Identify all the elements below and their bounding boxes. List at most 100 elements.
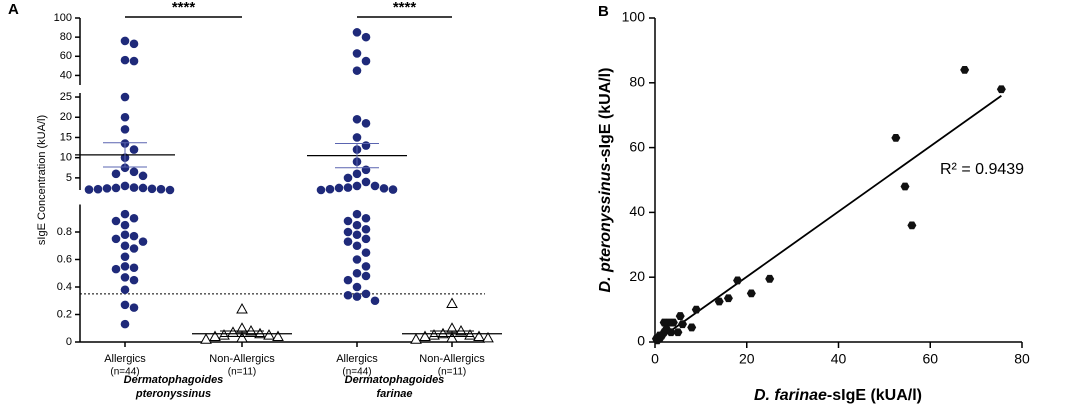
data-point xyxy=(361,119,371,128)
sem-bar xyxy=(335,143,379,169)
category-label: Allergics xyxy=(104,353,146,365)
data-point xyxy=(236,331,248,343)
data-point xyxy=(361,177,371,187)
y-tick-label: 0 xyxy=(66,336,72,348)
fit-line xyxy=(654,95,1002,343)
data-point xyxy=(352,230,362,240)
data-point xyxy=(446,297,458,308)
data-point xyxy=(673,328,683,337)
n-label: (n=44) xyxy=(342,367,371,378)
data-point xyxy=(129,183,139,192)
data-point xyxy=(227,326,239,337)
data-point xyxy=(120,125,130,134)
data-point xyxy=(361,32,371,42)
data-point xyxy=(111,234,121,244)
data-point xyxy=(352,49,362,58)
category-label: Non-Allergics xyxy=(209,353,275,365)
data-point xyxy=(370,181,380,191)
data-point xyxy=(723,294,733,303)
panel-letter: A xyxy=(8,1,19,18)
data-point xyxy=(263,329,275,340)
y-tick-label: 20 xyxy=(629,268,645,284)
y-tick-label: 10 xyxy=(60,152,72,164)
data-point xyxy=(352,28,362,37)
data-point xyxy=(352,255,362,264)
x-tick-label: 80 xyxy=(1014,351,1030,367)
data-point xyxy=(960,65,970,74)
data-point xyxy=(120,300,130,310)
n-label: (n=44) xyxy=(110,367,139,378)
data-point xyxy=(343,275,353,285)
data-point xyxy=(129,56,139,66)
data-point xyxy=(651,334,661,343)
data-point xyxy=(165,185,175,195)
data-point xyxy=(138,183,148,193)
sem-bar xyxy=(103,142,147,168)
data-point xyxy=(996,85,1006,94)
data-point xyxy=(352,114,362,124)
data-point xyxy=(343,227,353,237)
data-point xyxy=(236,302,248,314)
x-tick-label: 0 xyxy=(651,351,659,367)
y-tick-label: 15 xyxy=(60,131,72,143)
category-label: Allergics xyxy=(336,353,378,365)
data-point xyxy=(120,230,130,240)
data-point xyxy=(129,263,139,273)
data-point xyxy=(482,331,494,343)
data-point xyxy=(325,184,335,194)
data-point xyxy=(129,213,139,223)
data-point xyxy=(678,320,688,329)
data-point xyxy=(120,252,130,262)
data-point xyxy=(84,185,94,194)
data-point xyxy=(361,165,371,175)
data-point xyxy=(111,169,121,179)
data-point xyxy=(120,209,130,219)
data-point xyxy=(129,303,139,312)
data-point xyxy=(352,66,362,75)
data-point xyxy=(765,274,775,283)
data-point xyxy=(138,237,148,246)
y-tick-label: 0.6 xyxy=(57,253,72,265)
allergen-label: farinae xyxy=(376,388,412,400)
x-tick-label: 40 xyxy=(831,351,847,367)
data-point xyxy=(120,220,130,230)
data-point xyxy=(352,282,362,292)
data-point xyxy=(120,55,130,65)
data-point xyxy=(343,173,353,183)
y-tick-label: 0.4 xyxy=(57,281,72,293)
data-point xyxy=(129,275,139,285)
data-point xyxy=(410,333,422,344)
data-point xyxy=(120,285,130,295)
x-tick-label: 20 xyxy=(739,351,755,367)
data-point xyxy=(129,39,139,49)
data-point xyxy=(473,330,485,341)
data-point xyxy=(714,297,724,306)
sem-bar xyxy=(430,330,474,337)
y-tick-label: 40 xyxy=(60,69,72,81)
data-point xyxy=(120,163,130,173)
data-point xyxy=(102,184,112,193)
y-tick-label: 100 xyxy=(54,12,72,24)
data-point xyxy=(120,262,130,271)
data-point xyxy=(343,183,353,192)
data-point xyxy=(675,312,685,320)
data-point xyxy=(388,185,398,194)
y-tick-label: 0.8 xyxy=(57,226,72,238)
panel-letter: B xyxy=(598,3,609,20)
data-point xyxy=(120,319,130,329)
data-point xyxy=(361,289,371,299)
data-point xyxy=(129,231,139,241)
data-point xyxy=(446,331,458,343)
data-point xyxy=(352,181,362,191)
data-point xyxy=(120,181,130,191)
data-point xyxy=(200,333,212,344)
data-point xyxy=(746,289,756,298)
data-point xyxy=(120,112,130,122)
n-label: (n=11) xyxy=(228,367,256,378)
n-label: (n=11) xyxy=(438,367,466,378)
data-point xyxy=(129,167,139,177)
y-tick-label: 80 xyxy=(629,74,645,90)
data-point xyxy=(379,184,389,193)
data-point xyxy=(361,213,371,223)
y-tick-label: 60 xyxy=(60,50,72,62)
